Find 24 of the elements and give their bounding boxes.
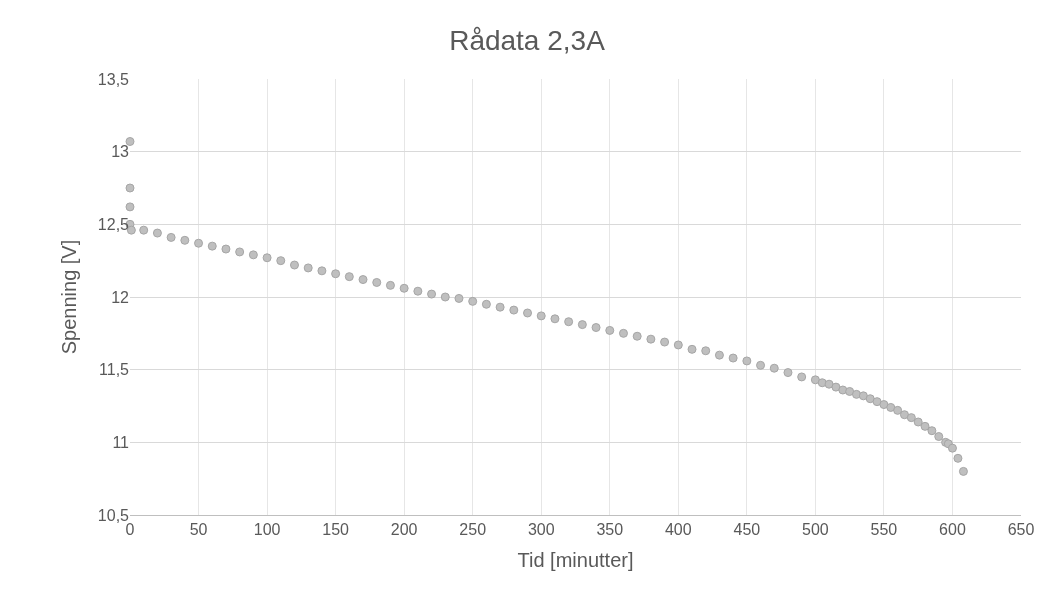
- x-tick-label: 150: [322, 521, 350, 539]
- x-tick-label: 500: [802, 521, 829, 539]
- x-tick-label: 450: [733, 521, 761, 539]
- x-tick-label: 300: [527, 521, 555, 539]
- chart-title: Rådata 2,3A: [449, 24, 606, 56]
- x-tick-label: 650: [1007, 521, 1035, 539]
- y-tick-label: 12,5: [97, 215, 130, 233]
- y-tick-label: 13,5: [97, 70, 130, 88]
- y-axis-title: Spenning [V]: [58, 239, 81, 355]
- y-tick-label: 10,5: [97, 506, 130, 524]
- x-tick-label: 550: [870, 521, 898, 539]
- x-axis-title: Tid [minutter]: [517, 548, 634, 571]
- y-tick-label: 13: [111, 143, 130, 161]
- y-tick-label: 11: [112, 433, 130, 451]
- x-tick-label: 50: [189, 521, 208, 539]
- x-tick-label: 100: [253, 521, 281, 539]
- x-tick-label: 400: [664, 521, 692, 539]
- x-tick-label: 250: [459, 521, 487, 539]
- y-tick-label: 11,5: [99, 361, 130, 379]
- x-tick-label: 0: [125, 521, 135, 539]
- x-tick-label: 350: [596, 521, 624, 539]
- y-tick-label: 12: [111, 288, 130, 306]
- x-tick-label: 200: [390, 521, 418, 539]
- x-tick-label: 600: [939, 521, 966, 539]
